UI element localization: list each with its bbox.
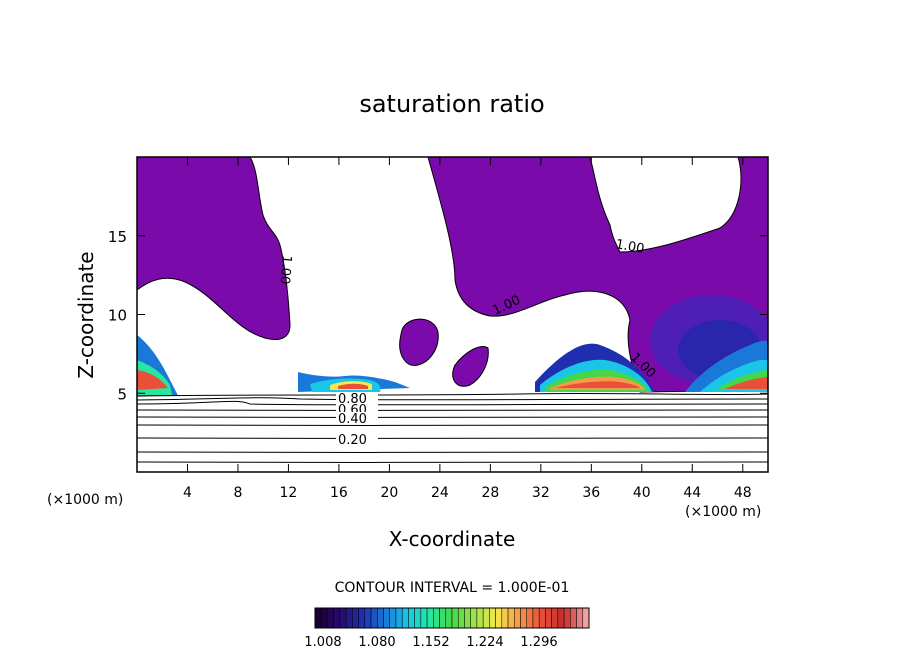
x-axis-label: X-coordinate [389, 527, 516, 551]
colorbar-swatch [427, 608, 433, 628]
colorbar-swatch [321, 608, 327, 628]
x-tick-label: 8 [233, 485, 242, 501]
colorbar-swatch [471, 608, 477, 628]
colorbar [315, 608, 589, 628]
colorbar-swatch [377, 608, 383, 628]
contour-label: 1.00 [276, 255, 293, 285]
colorbar-swatch [371, 608, 377, 628]
chart-title: saturation ratio [359, 90, 544, 118]
plot-area: 0.80 0.60 0.40 0.20 1.00 1.00 1.00 1.00 [137, 157, 774, 472]
x-tick-label: 44 [683, 485, 701, 501]
x-tick-label: 16 [330, 485, 348, 501]
colorbar-swatch [583, 608, 589, 628]
contour-label: 0.20 [338, 433, 367, 448]
colorbar-swatch [352, 608, 358, 628]
contour-label: 0.40 [338, 412, 367, 427]
colorbar-tick-label: 1.296 [520, 635, 557, 650]
x-tick-label: 48 [734, 485, 752, 501]
colorbar-swatch [315, 608, 321, 628]
colorbar-swatch [384, 608, 390, 628]
colorbar-swatch [359, 608, 365, 628]
colorbar-swatch [433, 608, 439, 628]
colorbar-swatch [464, 608, 470, 628]
colorbar-swatch [489, 608, 495, 628]
colorbar-swatch [421, 608, 427, 628]
colorbar-swatch [396, 608, 402, 628]
colorbar-swatch [577, 608, 583, 628]
colorbar-swatch [346, 608, 352, 628]
x-axis-unit-left: (×1000 m) [47, 492, 123, 508]
colorbar-swatch [539, 608, 545, 628]
colorbar-swatch [502, 608, 508, 628]
colorbar-swatch [440, 608, 446, 628]
colorbar-swatch [514, 608, 520, 628]
colorbar-tick-label: 1.224 [466, 635, 503, 650]
y-axis-label: Z-coordinate [74, 251, 98, 378]
x-axis-unit-right: (×1000 m) [685, 504, 761, 520]
colorbar-swatch [446, 608, 452, 628]
colorbar-swatch [415, 608, 421, 628]
colorbar-tick-label: 1.008 [304, 635, 341, 650]
colorbar-swatch [390, 608, 396, 628]
colorbar-swatch [496, 608, 502, 628]
colorbar-tick-labels: 1.008 1.080 1.152 1.224 1.296 [304, 635, 557, 650]
x-tick-label: 24 [431, 485, 449, 501]
colorbar-swatch [452, 608, 458, 628]
colorbar-swatch [483, 608, 489, 628]
colorbar-swatch [402, 608, 408, 628]
colorbar-swatch [334, 608, 340, 628]
x-tick-label: 36 [582, 485, 600, 501]
colorbar-swatch [552, 608, 558, 628]
colorbar-swatch [570, 608, 576, 628]
x-tick-label: 12 [280, 485, 298, 501]
colorbar-swatch [545, 608, 551, 628]
y-tick-label: 15 [108, 228, 127, 246]
x-tick-label: 32 [532, 485, 550, 501]
colorbar-swatch [508, 608, 514, 628]
colorbar-swatch [327, 608, 333, 628]
x-tick-label: 20 [380, 485, 398, 501]
colorbar-swatch [527, 608, 533, 628]
colorbar-swatch [477, 608, 483, 628]
colorbar-swatch [564, 608, 570, 628]
colorbar-tick-label: 1.080 [358, 635, 395, 650]
colorbar-swatch [408, 608, 414, 628]
x-tick-label: 4 [183, 485, 192, 501]
y-tick-label: 10 [108, 307, 127, 325]
x-tick-label: 28 [481, 485, 499, 501]
colorbar-swatch [458, 608, 464, 628]
contour-interval-text: CONTOUR INTERVAL = 1.000E-01 [335, 580, 570, 596]
colorbar-swatch [340, 608, 346, 628]
colorbar-swatch [533, 608, 539, 628]
x-tick-label: 40 [633, 485, 651, 501]
colorbar-tick-label: 1.152 [412, 635, 449, 650]
colorbar-swatch [521, 608, 527, 628]
y-tick-label: 5 [117, 385, 127, 403]
colorbar-swatch [558, 608, 564, 628]
colorbar-swatch [365, 608, 371, 628]
